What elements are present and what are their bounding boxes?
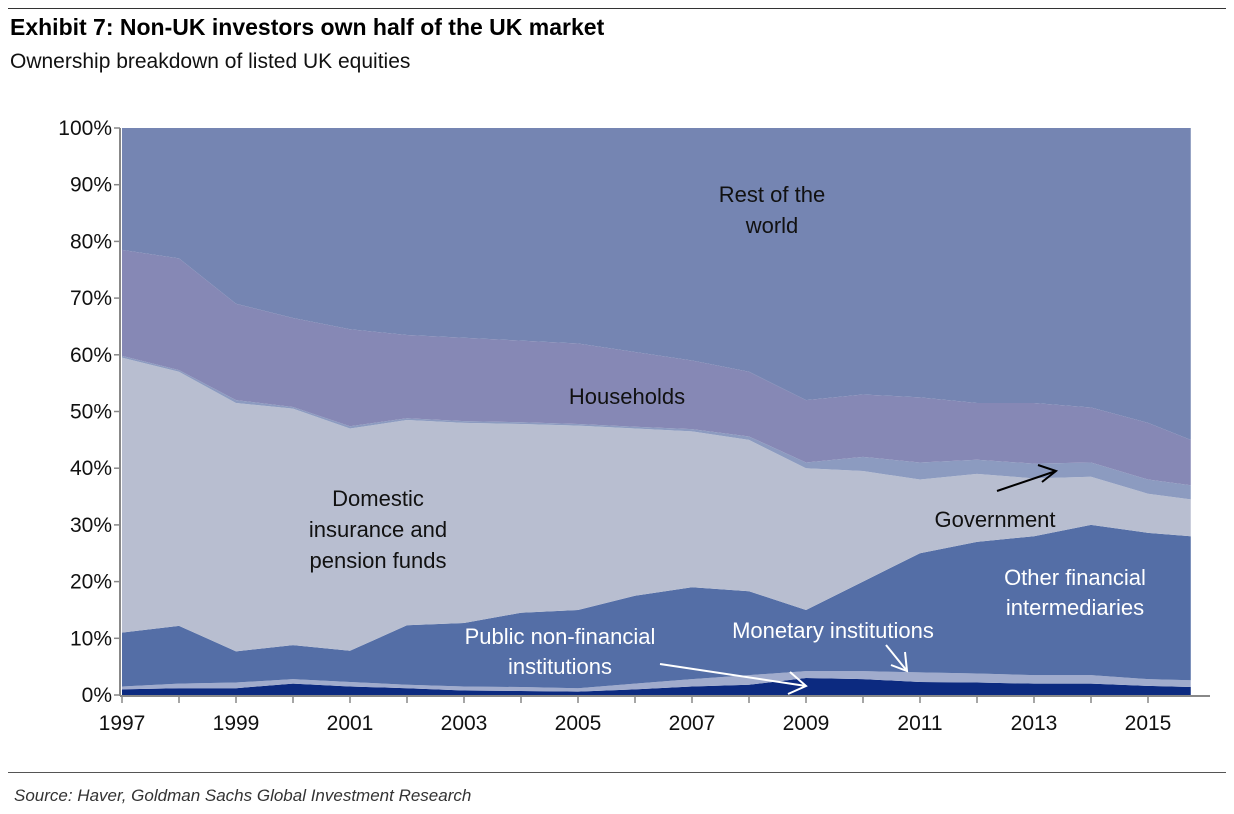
area-rest-of-the-world <box>122 128 1191 440</box>
pnf-arrow <box>659 663 808 695</box>
label-insurance-3: pension funds <box>310 548 447 573</box>
label-ofi-2: intermediaries <box>1006 595 1144 620</box>
annotations: Rest of the world Households Domestic in… <box>309 182 1146 695</box>
area-domestic-insurance-and-pension-funds <box>122 357 1191 652</box>
label-pnf-2: institutions <box>508 654 612 679</box>
area-public-non-financial-institutions <box>122 671 1191 692</box>
y-tick-label: 50% <box>70 401 112 424</box>
x-tick-label: 2007 <box>669 712 716 735</box>
area-layers <box>122 128 1191 695</box>
x-tick-label: 2015 <box>1125 712 1172 735</box>
area-households <box>122 249 1191 486</box>
area-government <box>122 355 1191 500</box>
label-insurance-2: insurance and <box>309 517 447 542</box>
y-tick-label: 60% <box>70 344 112 367</box>
label-pnf-1: Public non-financial <box>465 624 656 649</box>
bottom-rule <box>8 772 1226 773</box>
x-tick-label: 2005 <box>555 712 602 735</box>
y-tick-label: 100% <box>58 117 112 140</box>
monetary-arrow <box>885 644 909 673</box>
x-tick-label: 1997 <box>99 712 146 735</box>
label-households: Households <box>569 384 685 409</box>
x-tick-label: 2009 <box>783 712 830 735</box>
chart-title: Exhibit 7: Non-UK investors own half of … <box>10 14 605 40</box>
y-tick-label: 40% <box>70 457 112 480</box>
y-tick-label: 90% <box>70 174 112 197</box>
source-note: Source: Haver, Goldman Sachs Global Inve… <box>14 786 472 805</box>
y-tick-label: 10% <box>70 627 112 650</box>
y-tick-label: 30% <box>70 514 112 537</box>
x-tick-label: 1999 <box>213 712 260 735</box>
label-insurance-1: Domestic <box>332 486 424 511</box>
label-ofi-1: Other financial <box>1004 565 1146 590</box>
x-tick-label: 2001 <box>327 712 374 735</box>
x-tick-label: 2011 <box>897 712 942 735</box>
y-tick-label: 80% <box>70 230 112 253</box>
area-other-financial-intermediaries <box>122 524 1191 689</box>
x-tick-label: 2013 <box>1011 712 1058 735</box>
y-tick-label: 20% <box>70 571 112 594</box>
chart-subtitle: Ownership breakdown of listed UK equitie… <box>10 50 411 73</box>
label-row-1: Rest of the <box>719 182 825 207</box>
government-arrow <box>996 464 1059 492</box>
axes: 0% 10% 20% 30% 40% 50% 60% 70% 80% 90% 100% 1997 199… <box>58 117 1210 735</box>
label-row-2: world <box>745 213 799 238</box>
label-government: Government <box>934 507 1055 532</box>
top-rule <box>8 8 1226 9</box>
area-monetary-institutions <box>122 677 1191 695</box>
y-tick-label: 0% <box>82 684 112 707</box>
y-tick-label: 70% <box>70 287 112 310</box>
label-monetary: Monetary institutions <box>732 618 934 643</box>
x-tick-label: 2003 <box>441 712 488 735</box>
